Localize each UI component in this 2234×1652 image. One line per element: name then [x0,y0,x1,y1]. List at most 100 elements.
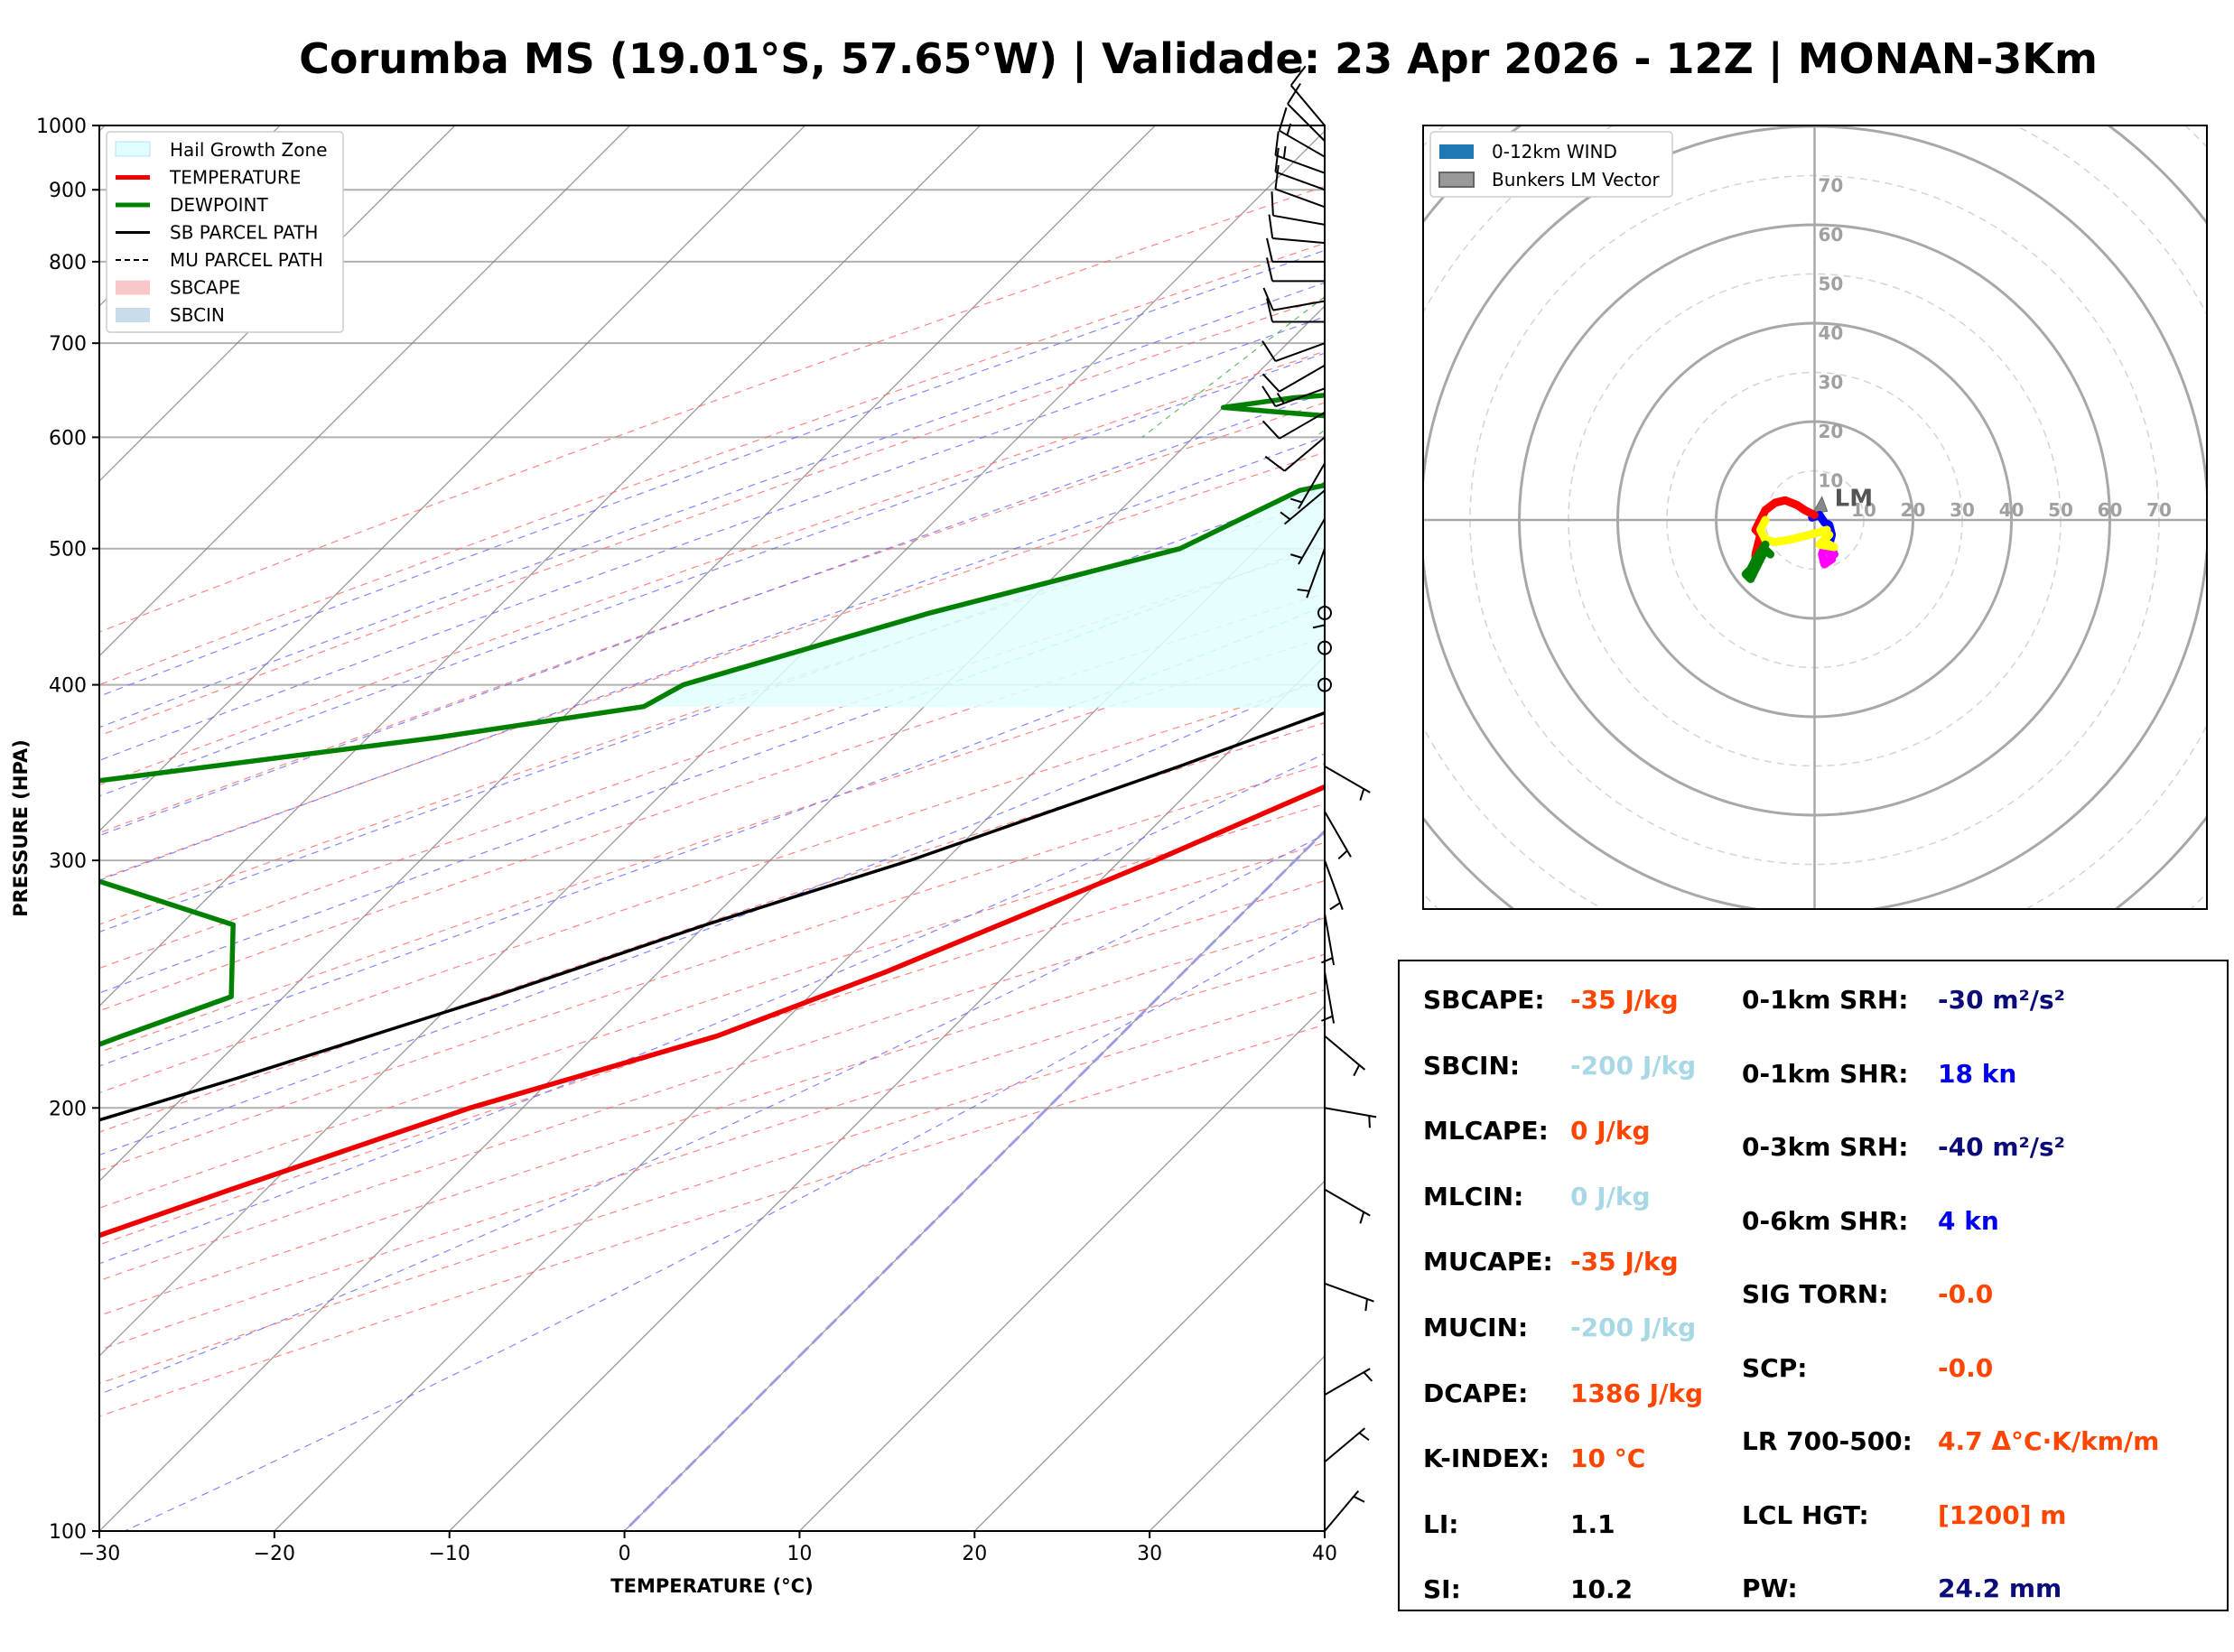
hodo-ring-label-y: 70 [1819,175,1844,197]
stat-value: 0 J/kg [1570,1181,1651,1211]
stat-value: -200 J/kg [1570,1313,1697,1342]
wind-barb [1289,65,1326,126]
wind-barb [1324,1490,1365,1532]
stat-label: 0-6km SHR: [1742,1205,1909,1236]
wind-barb [1324,859,1344,911]
y-tick-label: 100 [49,1521,87,1544]
y-tick-label: 700 [49,333,87,356]
stat-value: -40 m²/s² [1938,1132,2065,1162]
stat-value: -200 J/kg [1570,1050,1697,1081]
stat-label: SBCAPE: [1423,985,1545,1015]
stat-value: 0 J/kg [1570,1116,1651,1146]
wind-barb [1268,214,1326,245]
wind-barb [1324,766,1371,801]
hodo-ring-label-x: 30 [1950,499,1975,521]
x-tick-label: −30 [79,1543,120,1565]
isotherm-line [99,125,806,832]
hodo-ring-label-y: 10 [1819,470,1844,492]
legend-label: TEMPERATURE [169,167,301,189]
temperature-line [99,784,1325,1239]
stat-label: K-INDEX: [1423,1443,1550,1474]
wind-barb [1261,364,1326,393]
stat-value: 4 kn [1938,1205,1999,1236]
moist-adiabat [99,753,1325,1265]
hodo-ring-label-y: 50 [1819,274,1844,295]
stat-value: -35 J/kg [1570,1247,1679,1277]
y-tick-label: 600 [49,427,87,450]
isotherm-line [99,125,631,657]
wind-barb [1264,436,1326,472]
stat-value: [1200] m [1938,1499,2067,1530]
stat-value: 4.7 Δ°C·K/km/m [1938,1426,2160,1456]
dewpoint-line [99,393,1325,1047]
wind-barb [1280,489,1326,525]
hodo-segment [1741,540,1774,583]
skewt-legend: Hail Growth Zone TEMPERATURE DEWPOINT SB PA… [106,131,344,333]
y-axis-label: PRESSURE (HPA) [10,739,32,917]
dry-adiabat [99,803,1325,1209]
hodo-segment [1751,496,1819,569]
y-tick-label: 900 [49,180,87,202]
y-tick-label: 300 [49,850,87,873]
wind-barb [1262,287,1326,311]
hodo-ring-label-y: 60 [1819,224,1844,246]
legend-box [106,131,344,333]
legend-wind-patch [1439,144,1474,159]
stat-value: 1386 J/kg [1570,1378,1703,1408]
dry-adiabat [99,185,1325,633]
wind-barb [1297,548,1326,599]
freezing-isotherm [623,829,1325,1531]
stat-label: LCL HGT: [1742,1499,1869,1530]
wind-barb [1261,340,1326,362]
legend-hail-patch [115,141,151,157]
isotherm-line [449,654,1325,1531]
isotherm-line [274,479,1325,1531]
stat-label: MLCIN: [1423,1181,1524,1211]
stat-label: 0-1km SHR: [1742,1058,1909,1089]
dry-adiabat [99,451,1325,880]
hail-growth-zone [644,485,1325,709]
dry-adiabat [99,763,1325,1172]
x-tick-label: 30 [1137,1543,1162,1565]
legend-cin-patch [116,308,150,322]
y-tick-label: 800 [49,252,87,274]
legend-label: SBCAPE [170,277,240,299]
dry-adiabat [99,879,1325,1282]
y-tick-label: 200 [49,1098,87,1120]
x-tick-label: 40 [1312,1543,1337,1565]
wind-barb [1324,1035,1366,1077]
stat-value: -0.0 [1938,1352,1994,1383]
hodo-ring-label-x: 20 [1901,499,1926,521]
x-axis-label: TEMPERATURE (°C) [610,1575,813,1597]
isotherm-line [99,305,1325,1531]
wind-barb [1274,131,1326,174]
hodo-frame [1422,125,2208,910]
stat-label: PW: [1742,1573,1798,1603]
wind-barb [1261,411,1326,440]
stat-value: 1.1 [1570,1508,1615,1539]
wind-barb [1289,462,1326,509]
wind-barb [1261,385,1326,408]
wind-barb [1266,298,1325,323]
wind-barb [1324,1368,1373,1396]
legend-label: SBCIN [170,304,225,326]
dry-adiabat [99,680,1325,1094]
hodo-ring-label-y: 20 [1819,421,1844,442]
x-tick-label: −20 [254,1543,295,1565]
stat-value: 18 kn [1938,1058,2017,1089]
wind-calm-circle [1317,605,1332,620]
x-tick-label: 10 [787,1543,812,1565]
stat-label: MUCIN: [1423,1313,1529,1342]
stat-label: 0-1km SRH: [1742,985,1909,1015]
stat-label: SCP: [1742,1352,1808,1383]
legend-label: Hail Growth Zone [170,139,327,161]
hodo-ring-label-y: 30 [1819,372,1844,394]
stat-label: 0-3km SRH: [1742,1132,1909,1162]
wind-calm-circle [1317,640,1332,655]
stat-label: LR 700-500: [1742,1426,1913,1456]
stat-value: 24.2 mm [1938,1573,2062,1603]
wind-barb [1321,971,1336,1024]
legend-cape-patch [116,280,150,295]
stats-panel: SBCAPE: -35 J/kg SBCIN: -200 J/kg MLCAPE: 0 J… [1398,960,2229,1611]
